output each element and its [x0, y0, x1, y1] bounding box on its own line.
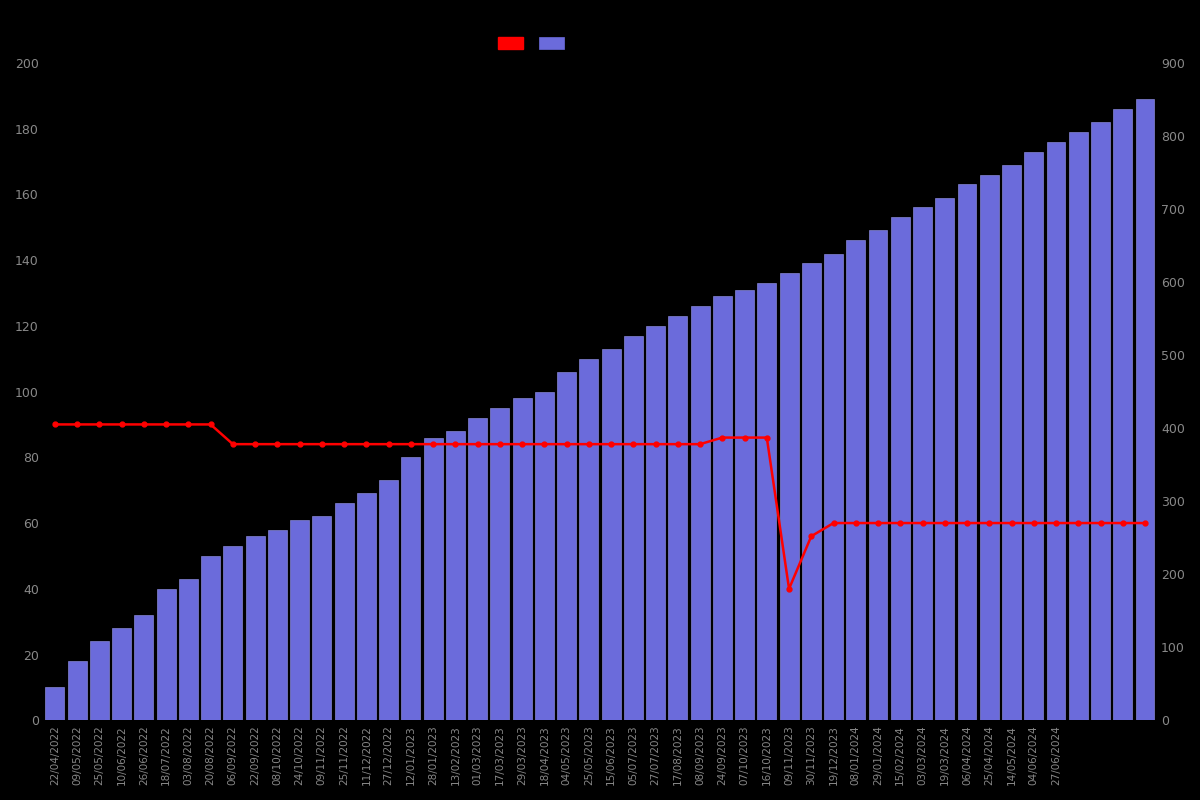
Bar: [223, 546, 242, 720]
Bar: [824, 254, 842, 720]
Bar: [1091, 122, 1110, 720]
Bar: [67, 661, 86, 720]
Bar: [468, 418, 487, 720]
Bar: [869, 230, 888, 720]
Bar: [535, 391, 553, 720]
Bar: [668, 316, 688, 720]
Bar: [757, 283, 776, 720]
Bar: [713, 296, 732, 720]
Bar: [846, 240, 865, 720]
Bar: [780, 274, 798, 720]
Bar: [980, 174, 998, 720]
Bar: [46, 687, 65, 720]
Bar: [1046, 142, 1066, 720]
Bar: [736, 290, 754, 720]
Bar: [646, 326, 665, 720]
Bar: [379, 480, 398, 720]
Bar: [401, 458, 420, 720]
Legend: , : ,: [498, 37, 568, 51]
Bar: [557, 372, 576, 720]
Bar: [1025, 152, 1043, 720]
Bar: [601, 349, 620, 720]
Bar: [179, 579, 198, 720]
Bar: [134, 615, 154, 720]
Bar: [624, 336, 643, 720]
Bar: [1114, 109, 1133, 720]
Bar: [958, 185, 977, 720]
Bar: [424, 438, 443, 720]
Bar: [268, 530, 287, 720]
Bar: [491, 408, 509, 720]
Bar: [512, 398, 532, 720]
Bar: [580, 358, 599, 720]
Bar: [935, 198, 954, 720]
Bar: [913, 207, 932, 720]
Bar: [1069, 132, 1087, 720]
Bar: [890, 218, 910, 720]
Bar: [112, 628, 131, 720]
Bar: [356, 494, 376, 720]
Bar: [157, 589, 175, 720]
Bar: [335, 503, 354, 720]
Bar: [246, 536, 264, 720]
Bar: [312, 517, 331, 720]
Bar: [446, 431, 464, 720]
Bar: [802, 263, 821, 720]
Bar: [1135, 99, 1154, 720]
Bar: [1002, 165, 1021, 720]
Bar: [290, 520, 310, 720]
Bar: [90, 642, 109, 720]
Bar: [690, 306, 709, 720]
Bar: [202, 556, 220, 720]
